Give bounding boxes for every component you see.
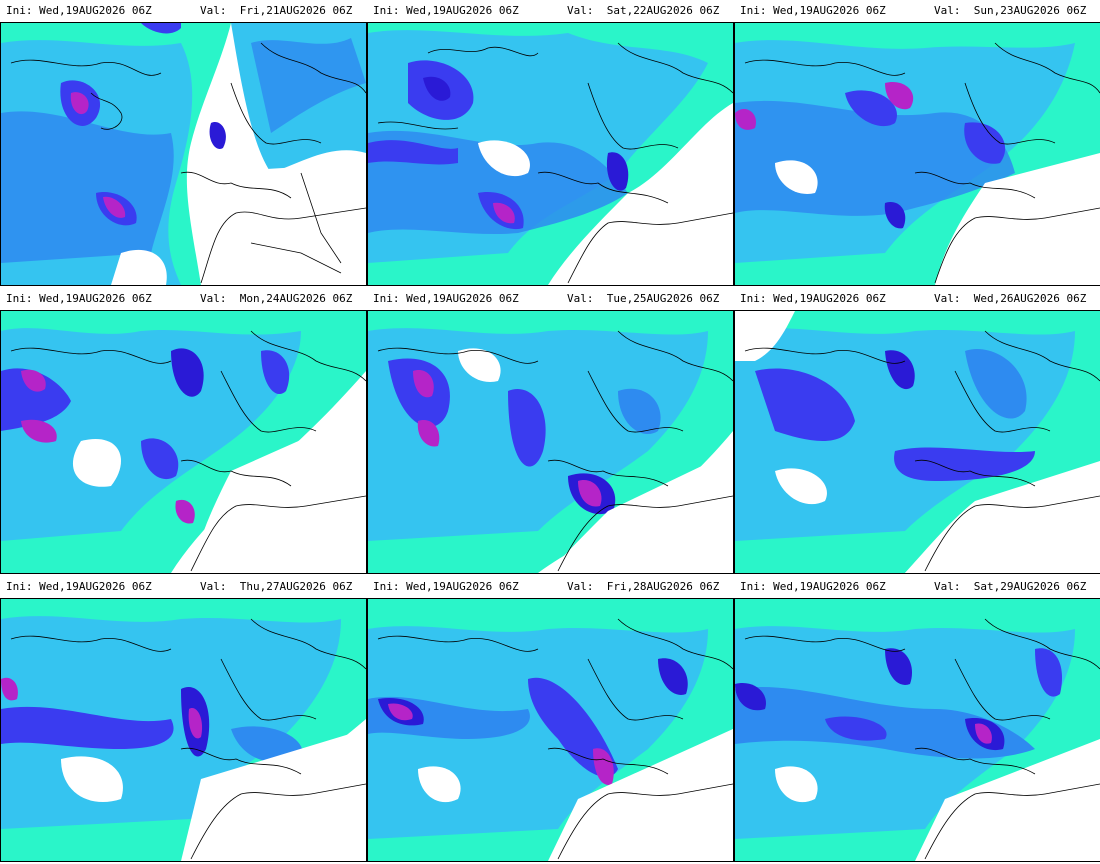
precipitation-map xyxy=(0,598,367,862)
map-field-9 xyxy=(735,599,1100,861)
valid-time-label: Val: Fri,28AUG2026 06Z xyxy=(567,580,720,593)
valid-time-label: Val: Sat,29AUG2026 06Z xyxy=(934,580,1087,593)
precipitation-map xyxy=(367,310,734,574)
forecast-panel-4: Ini: Wed,19AUG2026 06Z Val: Mon,24AUG202… xyxy=(0,288,367,576)
panel-header: Ini: Wed,19AUG2026 06Z Val: Sat,29AUG202… xyxy=(734,576,1100,598)
init-time-label: Ini: Wed,19AUG2026 06Z xyxy=(740,292,886,305)
panel-header: Ini: Wed,19AUG2026 06Z Val: Tue,25AUG202… xyxy=(367,288,734,310)
map-field-3 xyxy=(735,23,1100,285)
forecast-panel-2: Ini: Wed,19AUG2026 06Z Val: Sat,22AUG202… xyxy=(367,0,734,288)
precipitation-map xyxy=(0,310,367,574)
init-time-label: Ini: Wed,19AUG2026 06Z xyxy=(6,292,152,305)
forecast-panel-7: Ini: Wed,19AUG2026 06Z Val: Thu,27AUG202… xyxy=(0,576,367,864)
init-time-label: Ini: Wed,19AUG2026 06Z xyxy=(6,580,152,593)
init-time-label: Ini: Wed,19AUG2026 06Z xyxy=(740,580,886,593)
init-time-label: Ini: Wed,19AUG2026 06Z xyxy=(740,4,886,17)
forecast-panel-8: Ini: Wed,19AUG2026 06Z Val: Fri,28AUG202… xyxy=(367,576,734,864)
valid-time-label: Val: Tue,25AUG2026 06Z xyxy=(567,292,720,305)
map-field-7 xyxy=(1,599,366,861)
precipitation-map xyxy=(734,22,1100,286)
forecast-panel-9: Ini: Wed,19AUG2026 06Z Val: Sat,29AUG202… xyxy=(734,576,1100,864)
precipitation-map xyxy=(734,310,1100,574)
init-time-label: Ini: Wed,19AUG2026 06Z xyxy=(373,292,519,305)
panel-header: Ini: Wed,19AUG2026 06Z Val: Wed,26AUG202… xyxy=(734,288,1100,310)
panel-header: Ini: Wed,19AUG2026 06Z Val: Fri,28AUG202… xyxy=(367,576,734,598)
forecast-panel-3: Ini: Wed,19AUG2026 06Z Val: Sun,23AUG202… xyxy=(734,0,1100,288)
panel-header: Ini: Wed,19AUG2026 06Z Val: Thu,27AUG202… xyxy=(0,576,367,598)
valid-time-label: Val: Fri,21AUG2026 06Z xyxy=(200,4,353,17)
map-field-4 xyxy=(1,311,366,573)
forecast-panel-6: Ini: Wed,19AUG2026 06Z Val: Wed,26AUG202… xyxy=(734,288,1100,576)
init-time-label: Ini: Wed,19AUG2026 06Z xyxy=(373,4,519,17)
valid-time-label: Val: Wed,26AUG2026 06Z xyxy=(934,292,1087,305)
panel-header: Ini: Wed,19AUG2026 06Z Val: Sat,22AUG202… xyxy=(367,0,734,22)
panel-header: Ini: Wed,19AUG2026 06Z Val: Mon,24AUG202… xyxy=(0,288,367,310)
panel-header: Ini: Wed,19AUG2026 06Z Val: Fri,21AUG202… xyxy=(0,0,367,22)
map-field-8 xyxy=(368,599,733,861)
valid-time-label: Val: Sat,22AUG2026 06Z xyxy=(567,4,720,17)
precipitation-map xyxy=(0,22,367,286)
forecast-panel-5: Ini: Wed,19AUG2026 06Z Val: Tue,25AUG202… xyxy=(367,288,734,576)
init-time-label: Ini: Wed,19AUG2026 06Z xyxy=(6,4,152,17)
valid-time-label: Val: Sun,23AUG2026 06Z xyxy=(934,4,1087,17)
map-field-2 xyxy=(368,23,733,285)
precipitation-map xyxy=(367,598,734,862)
map-field-5 xyxy=(368,311,733,573)
valid-time-label: Val: Thu,27AUG2026 06Z xyxy=(200,580,353,593)
map-field-6 xyxy=(735,311,1100,573)
forecast-panel-1: Ini: Wed,19AUG2026 06Z Val: Fri,21AUG202… xyxy=(0,0,367,288)
valid-time-label: Val: Mon,24AUG2026 06Z xyxy=(200,292,353,305)
precipitation-map xyxy=(367,22,734,286)
panel-header: Ini: Wed,19AUG2026 06Z Val: Sun,23AUG202… xyxy=(734,0,1100,22)
init-time-label: Ini: Wed,19AUG2026 06Z xyxy=(373,580,519,593)
precipitation-map xyxy=(734,598,1100,862)
map-field-1 xyxy=(1,23,366,285)
